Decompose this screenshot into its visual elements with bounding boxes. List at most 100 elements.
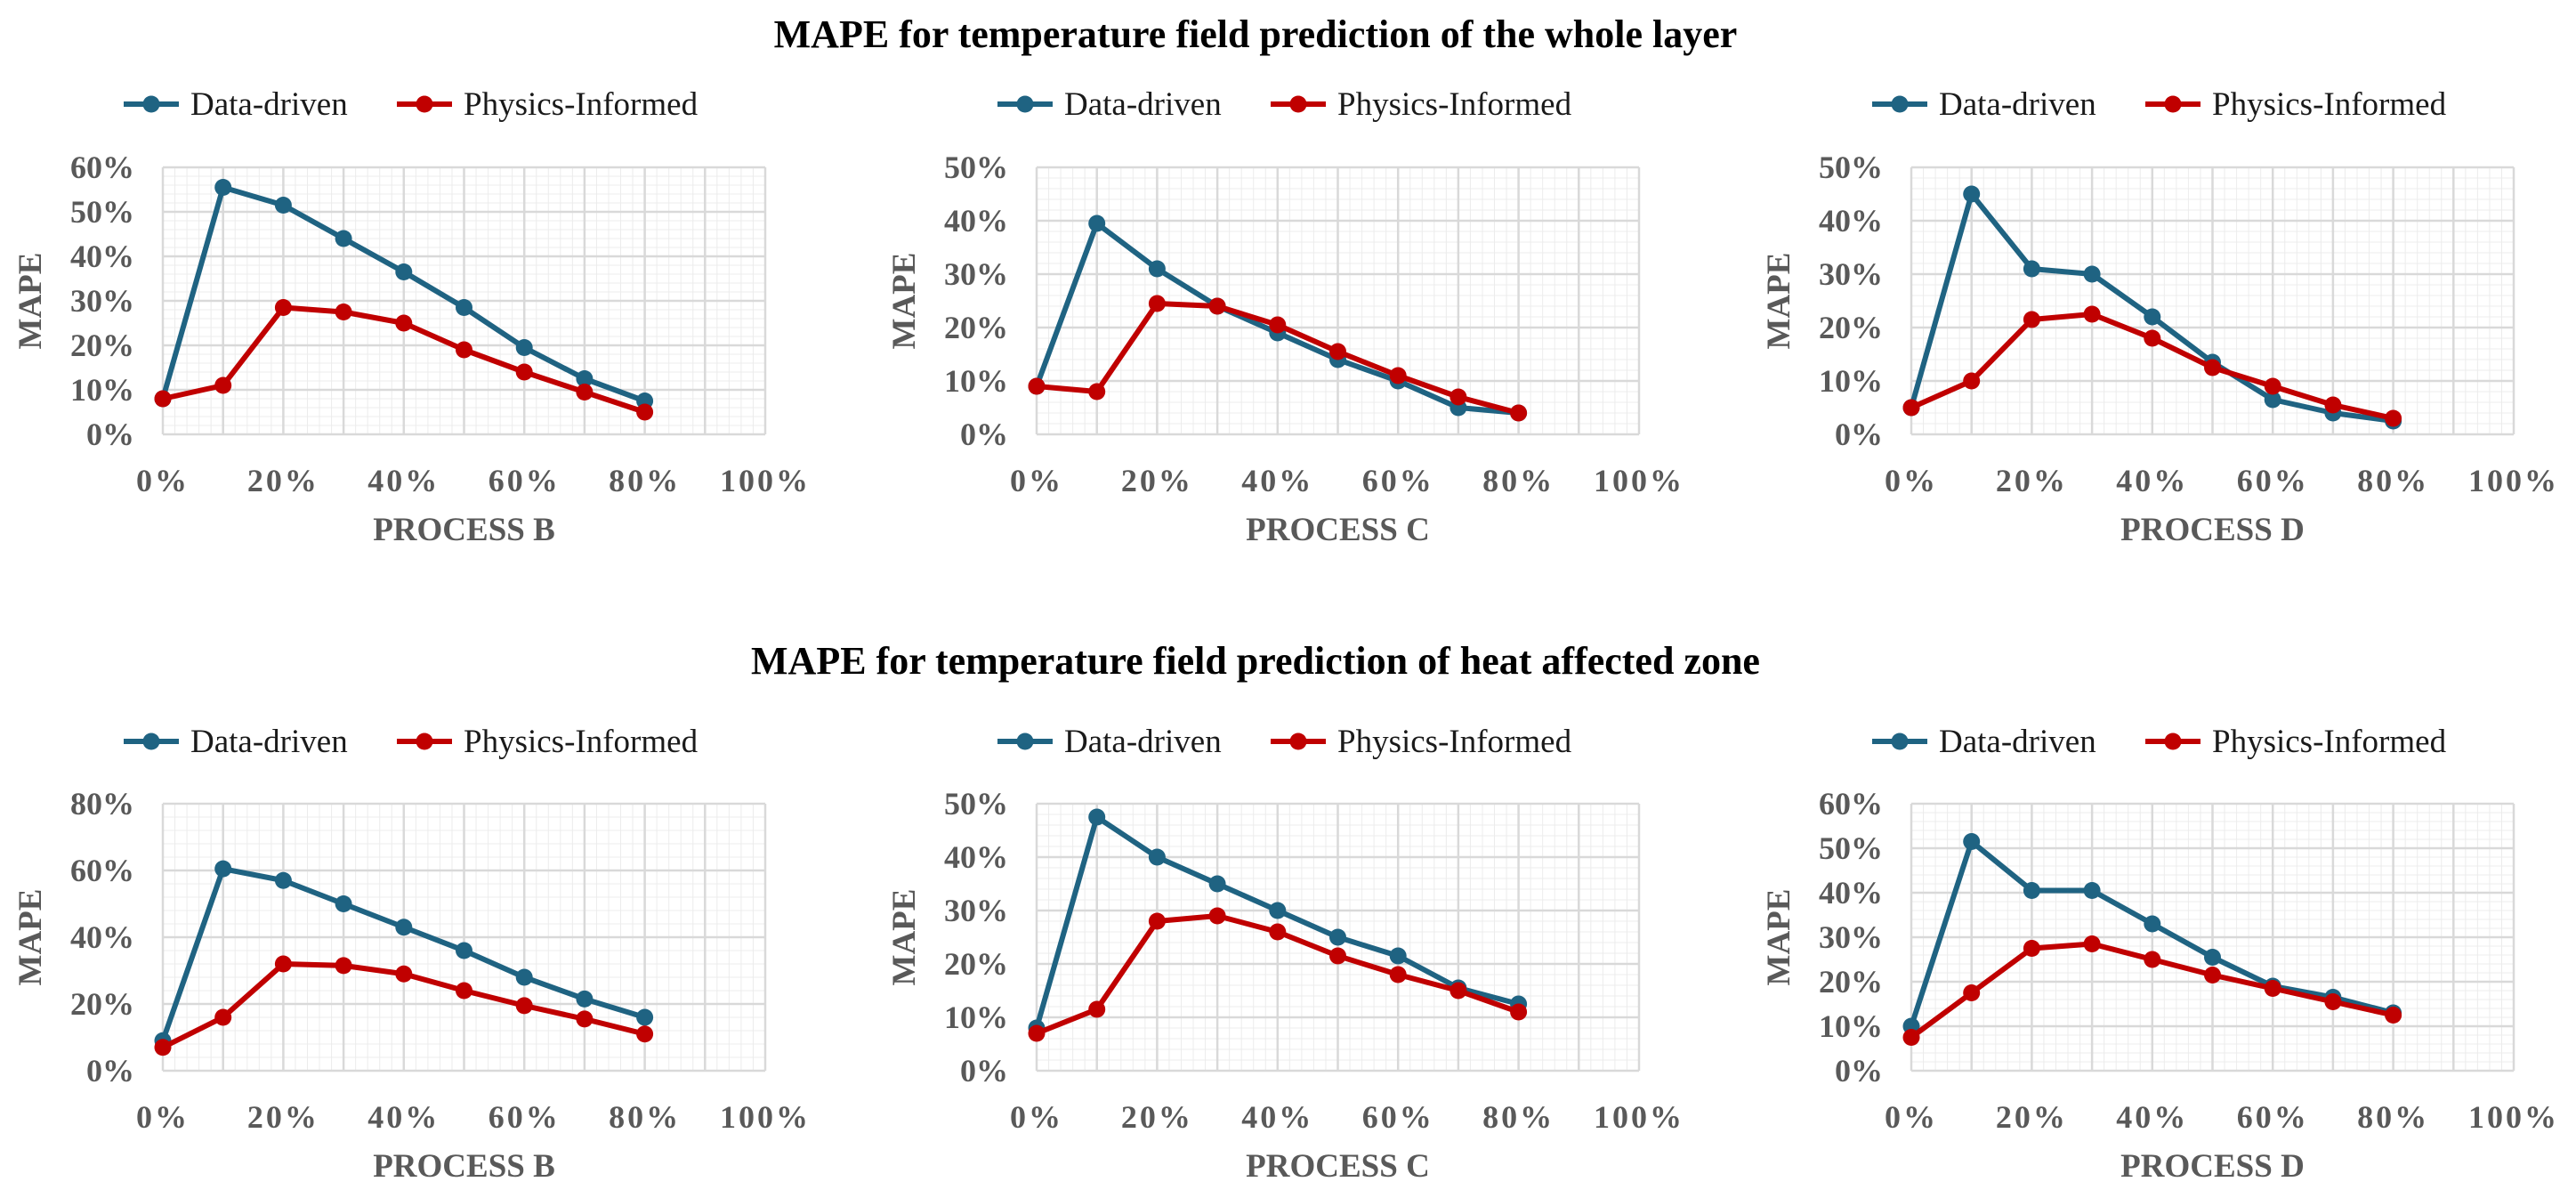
y-tick-label: 0% (1835, 1053, 1883, 1089)
x-tick-label: 80% (2357, 463, 2429, 498)
data-point-physics-informed (274, 955, 292, 973)
x-tick-label: 40% (367, 463, 440, 498)
data-point-data-driven (1329, 928, 1346, 946)
legend-swatch-marker-data-driven (142, 733, 160, 750)
legend-label-physics-informed: Physics-Informed (1337, 86, 1572, 123)
data-point-physics-informed (2385, 409, 2402, 427)
x-tick-label: 80% (1482, 1099, 1554, 1135)
charts-container: 0% 10% 20% 30% 40% 50% 60% 0% 20% 40% 60% 80% 100% PR… (12, 86, 2559, 1185)
data-point-data-driven (335, 895, 352, 912)
x-tick-label: 0% (1010, 1099, 1063, 1135)
data-point-physics-informed (214, 376, 232, 394)
legend-swatch-marker-data-driven (1016, 733, 1034, 750)
y-tick-label: 40% (1819, 875, 1883, 911)
data-point-physics-informed (1450, 388, 1467, 406)
data-point-data-driven (395, 263, 413, 280)
y-tick-label: 10% (944, 363, 1008, 399)
x-tick-label: 100% (2468, 1099, 2559, 1135)
data-point-data-driven (214, 179, 232, 196)
legend-swatch-marker-data-driven (142, 95, 160, 113)
data-point-physics-informed (1510, 1003, 1528, 1021)
x-tick-label: 40% (1241, 463, 1313, 498)
data-point-data-driven (456, 299, 472, 316)
x-tick-label: 40% (367, 1099, 440, 1135)
y-tick-label: 10% (1819, 363, 1883, 399)
legend-label-data-driven: Data-driven (1064, 86, 1222, 123)
data-point-data-driven (2023, 882, 2040, 899)
x-tick-label: 0% (1885, 1099, 1938, 1135)
data-point-physics-informed (1963, 372, 1981, 390)
section-title-heat-affected-zone: MAPE for temperature field prediction of… (751, 639, 1760, 683)
data-point-data-driven (395, 919, 413, 936)
x-tick-label: 80% (2357, 1099, 2429, 1135)
data-point-physics-informed (1510, 404, 1528, 422)
data-point-data-driven (2023, 260, 2040, 278)
y-tick-label: 40% (944, 203, 1008, 239)
data-point-physics-informed (2324, 993, 2342, 1010)
data-point-data-driven (2144, 308, 2161, 326)
x-tick-label: 40% (2116, 463, 2188, 498)
chart-whole-layer-process-b: 0% 10% 20% 30% 40% 50% 60% 0% 20% 40% 60% 80% 100% PR… (12, 86, 811, 548)
legend-swatch-marker-data-driven (1891, 95, 1909, 113)
x-axis-label: PROCESS B (373, 1148, 555, 1185)
x-tick-label: 20% (1121, 463, 1193, 498)
data-point-physics-informed (154, 1039, 172, 1056)
y-tick-label: 20% (1819, 310, 1883, 345)
y-tick-label: 30% (944, 893, 1008, 928)
x-tick-label: 100% (2468, 463, 2559, 498)
x-tick-label: 100% (720, 463, 811, 498)
data-point-data-driven (456, 942, 472, 959)
data-point-physics-informed (1148, 295, 1166, 312)
data-point-physics-informed (395, 965, 413, 983)
chart-whole-layer-process-c: 0% 10% 20% 30% 40% 50% 0% 20% 40% 60% 80% 100% PROCE… (886, 86, 1682, 548)
data-point-physics-informed (2204, 967, 2221, 983)
y-axis-label: MAPE (1761, 253, 1797, 350)
data-point-data-driven (636, 1008, 654, 1026)
data-point-data-driven (1088, 808, 1106, 826)
data-point-data-driven (274, 197, 292, 214)
data-point-physics-informed (2204, 359, 2221, 376)
y-axis-label: MAPE (886, 889, 923, 986)
y-tick-label: 50% (70, 194, 134, 230)
legend-label-data-driven: Data-driven (1939, 724, 2096, 760)
data-point-physics-informed (1208, 297, 1226, 315)
data-point-physics-informed (2083, 935, 2101, 952)
y-tick-label: 30% (1819, 919, 1883, 955)
y-tick-label: 30% (1819, 256, 1883, 292)
legend-swatch-marker-physics-informed (416, 733, 433, 750)
y-tick-label: 60% (70, 853, 134, 888)
data-point-data-driven (1963, 185, 1981, 203)
y-tick-label: 40% (944, 839, 1008, 875)
x-tick-label: 80% (1482, 463, 1554, 498)
x-tick-label: 80% (609, 1099, 681, 1135)
data-point-data-driven (1269, 902, 1287, 919)
data-point-data-driven (2204, 949, 2221, 966)
data-point-physics-informed (1902, 1029, 1920, 1046)
x-axis-label: PROCESS C (1246, 1148, 1430, 1185)
legend-swatch-marker-physics-informed (2164, 95, 2182, 113)
legend-label-physics-informed: Physics-Informed (464, 86, 699, 123)
data-point-physics-informed (2144, 329, 2161, 347)
data-point-data-driven (576, 370, 594, 387)
data-point-data-driven (576, 990, 594, 1008)
data-point-data-driven (515, 968, 533, 986)
y-axis-label: MAPE (1761, 889, 1797, 986)
data-point-physics-informed (515, 363, 533, 381)
x-tick-label: 40% (2116, 1099, 2188, 1135)
chart-heat-zone-process-d: 0% 10% 20% 30% 40% 50% 60% 0% 20% 40% 60% 80% 100% PR… (1761, 724, 2559, 1185)
data-point-physics-informed (1269, 316, 1287, 334)
y-tick-label: 60% (70, 150, 134, 185)
y-tick-label: 0% (1835, 417, 1883, 452)
data-point-physics-informed (1269, 923, 1287, 941)
y-tick-label: 0% (86, 417, 134, 452)
data-point-data-driven (1963, 833, 1981, 850)
legend-swatch-marker-data-driven (1016, 95, 1034, 113)
y-tick-label: 30% (70, 283, 134, 319)
data-point-physics-informed (1450, 982, 1467, 1000)
legend-label-data-driven: Data-driven (1939, 86, 2096, 123)
x-tick-label: 0% (1885, 463, 1938, 498)
data-point-physics-informed (1088, 1000, 1106, 1018)
y-tick-label: 60% (1819, 786, 1883, 822)
data-point-physics-informed (2023, 311, 2040, 328)
data-point-physics-informed (636, 403, 654, 421)
